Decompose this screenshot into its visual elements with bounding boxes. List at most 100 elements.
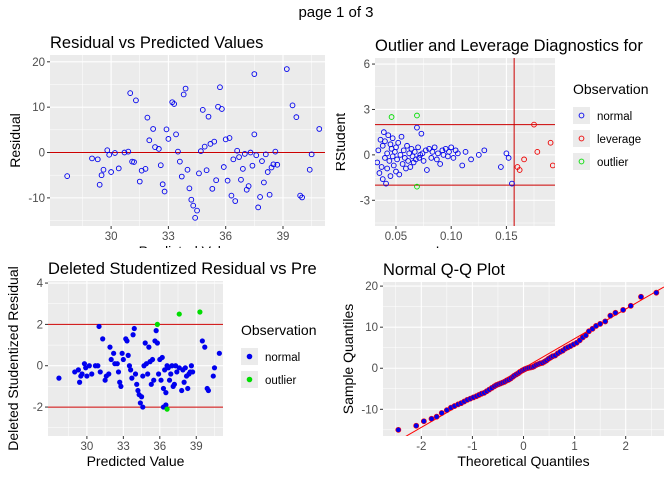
legend-marker-outlier [246, 376, 253, 383]
data-point-normal [255, 204, 262, 211]
data-point-normal [293, 114, 300, 120]
data-point-normal [437, 161, 444, 167]
data-point-normal [448, 144, 455, 151]
data-point-normal [97, 369, 103, 375]
data-point-normal [509, 180, 515, 187]
data-point-normal [125, 148, 132, 155]
data-point-normal [96, 323, 102, 330]
data-point-normal [270, 161, 277, 168]
data-point-normal [135, 387, 141, 394]
x-tick-label: 0.10 [440, 231, 462, 243]
data-point-normal [98, 172, 105, 179]
data-point-normal [96, 181, 103, 188]
x-tick-label: 33 [117, 441, 130, 453]
data-point-normal [169, 363, 175, 369]
legend-marker-outlier [578, 158, 585, 165]
data-point-normal [627, 302, 634, 309]
data-point-normal [503, 150, 510, 157]
data-point-normal [182, 365, 188, 371]
y-tick-label: 2 [37, 319, 43, 331]
data-point-outlier [388, 114, 395, 120]
data-point-normal [375, 147, 382, 154]
data-layer [395, 286, 664, 436]
data-point-outlier [197, 309, 203, 315]
data-point-normal [442, 145, 449, 152]
data-point-normal [186, 185, 193, 192]
data-point-normal [175, 148, 181, 155]
data-point-normal [213, 177, 219, 184]
data-point-normal [102, 377, 108, 383]
y-tick-label: -10 [28, 193, 45, 205]
data-point-normal [185, 385, 191, 392]
data-point-normal [94, 156, 101, 163]
data-point-normal [505, 155, 512, 161]
x-tick-label: 2 [622, 441, 628, 453]
data-point-normal [89, 155, 95, 162]
legend-marker-normal [246, 353, 253, 360]
data-point-outlier [176, 311, 182, 317]
data-point-normal [205, 387, 212, 394]
data-point-normal [620, 307, 627, 313]
data-point-normal [114, 361, 120, 367]
data-point-normal [446, 148, 452, 155]
data-point-normal [173, 131, 179, 138]
data-point-leverage [516, 167, 523, 173]
data-point-normal [251, 71, 258, 77]
data-point-normal [168, 371, 174, 377]
x-tick-label: 33 [162, 231, 175, 243]
data-point-normal [462, 148, 469, 155]
data-point-normal [202, 344, 208, 350]
data-point-normal [299, 194, 305, 201]
data-point-normal [184, 166, 191, 173]
data-point-normal [199, 338, 205, 344]
data-point-normal [375, 159, 381, 166]
data-point-normal [283, 66, 290, 72]
data-point-normal [120, 356, 126, 363]
data-point-normal [64, 173, 71, 179]
outlier-leverage-chart: 0.05 0.10 0.15 -3 0 3 6 Outlier and Leverage Di… [336, 22, 672, 248]
data-point-normal [316, 126, 323, 132]
data-point-normal [376, 170, 383, 176]
y-tick-label: 0 [37, 361, 43, 373]
data-point-normal [171, 101, 177, 107]
data-point-normal [395, 139, 402, 146]
y-tick-label: -3 [360, 195, 370, 207]
x-axis-label: Leverage [436, 243, 495, 248]
data-point-normal [140, 373, 146, 379]
data-point-normal [400, 147, 407, 154]
data-point-normal [190, 369, 196, 375]
data-layer [48, 309, 223, 412]
legend-label: outlier [265, 375, 296, 387]
data-point-normal [171, 381, 177, 387]
x-tick-label: 36 [153, 441, 166, 453]
data-point-leverage [521, 156, 527, 163]
data-point-normal [394, 156, 400, 163]
data-point-normal [232, 198, 239, 204]
data-point-normal [389, 153, 396, 160]
data-point-normal [401, 155, 408, 161]
data-point-normal [450, 155, 457, 161]
data-point-normal [396, 171, 403, 178]
data-point-normal [126, 363, 133, 369]
data-point-normal [406, 150, 413, 157]
data-point-normal [257, 194, 263, 200]
chart-svg: 30 33 36 39 -10 0 10 20 Residual vs Predicted Va… [7, 34, 325, 248]
y-tick-label: 10 [365, 322, 378, 334]
page-title: page 1 of 3 [298, 4, 374, 21]
data-point-normal [387, 173, 394, 179]
plot-panel [48, 281, 223, 436]
legend-marker-leverage [578, 135, 585, 142]
data-point-normal [253, 152, 260, 159]
data-point-normal [259, 158, 265, 164]
chart-svg: 0.05 0.10 0.15 -3 0 3 6 Outlier and Leverage Di… [336, 37, 648, 248]
data-point-normal [308, 151, 315, 158]
data-point-normal [408, 145, 415, 152]
data-point-normal [428, 155, 435, 161]
plot-panel [50, 55, 325, 226]
x-axis-label: Predicted Value [87, 453, 185, 469]
data-point-normal [266, 191, 273, 198]
y-tick-label: 0 [364, 150, 370, 162]
data-point-normal [481, 147, 488, 154]
y-tick-label: 4 [37, 278, 44, 290]
data-point-normal [196, 170, 202, 177]
